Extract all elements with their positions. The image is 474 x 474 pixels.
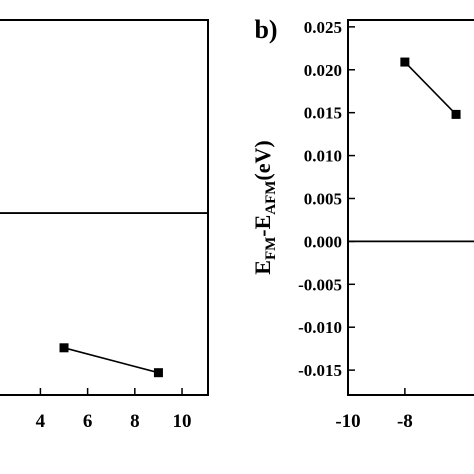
y-tick-label: -0.015 [298, 361, 342, 380]
y-label-part: (eV) [250, 140, 275, 180]
y-tick-label: 0.005 [304, 189, 342, 208]
y-axis-label: EFM-EAFM(eV) [250, 140, 279, 274]
x-tick-label: 8 [130, 411, 140, 432]
y-tick-label: -0.005 [298, 275, 342, 294]
y-tick-label: 0.010 [304, 147, 342, 166]
y-label-part: AFM [263, 181, 279, 215]
y-label-part: E [250, 260, 275, 275]
y-tick-label: 0.025 [304, 18, 342, 37]
data-point [153, 368, 163, 378]
y-label-part: -E [250, 215, 275, 237]
data-line [63, 347, 159, 374]
y-tick-label: 0.000 [304, 232, 342, 251]
x-tick-label: -10 [335, 411, 360, 432]
y-tick-label: -0.010 [298, 318, 342, 337]
y-tick-label: 0.015 [304, 104, 342, 123]
y-tick-label: 0.020 [304, 61, 342, 80]
data-line [404, 61, 457, 115]
x-tick-label: 4 [36, 411, 46, 432]
data-point [451, 109, 461, 119]
x-tick-label: 10 [173, 411, 192, 432]
plot-frame [0, 19, 209, 396]
x-tick-label: -8 [397, 411, 413, 432]
x-tick-label: 6 [83, 411, 93, 432]
panel-title: b) [254, 15, 277, 44]
data-point [59, 343, 69, 353]
data-point [400, 57, 410, 67]
plot-frame [347, 19, 474, 396]
y-label-part: FM [263, 237, 279, 260]
